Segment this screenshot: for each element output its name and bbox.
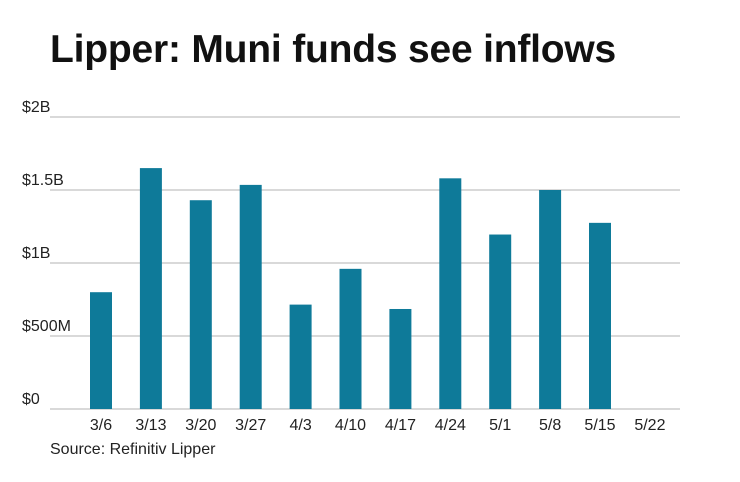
bar [389, 308, 412, 409]
bar [339, 268, 362, 409]
x-tick-label: 5/22 [634, 417, 665, 434]
y-tick-label: $1.5B [22, 172, 64, 189]
bar [489, 234, 512, 409]
y-tick-label: $0 [22, 391, 40, 408]
x-tick-label: 5/1 [489, 417, 511, 434]
bar [239, 184, 262, 409]
x-tick-label: 3/6 [90, 417, 112, 434]
x-axis-tick-labels: 3/6 3/13 3/20 3/27 4/3 4/10 4/17 4/24 5/1 5/8 5/15… [90, 417, 666, 434]
bar [589, 222, 611, 409]
x-tick-label: 4/3 [289, 417, 311, 434]
x-tick-label: 4/10 [335, 417, 366, 434]
bar [139, 168, 162, 409]
source-note: Source: Refinitiv Lipper [50, 441, 216, 458]
y-tick-label: $2B [22, 99, 50, 116]
bar [90, 292, 112, 409]
x-tick-label: 4/24 [435, 417, 466, 434]
chart-title: Lipper: Muni funds see inflows [50, 28, 617, 71]
x-tick-label: 4/17 [385, 417, 416, 434]
x-tick-label: 5/15 [584, 417, 615, 434]
x-tick-label: 3/27 [235, 417, 266, 434]
bar [289, 304, 312, 409]
x-tick-label: 3/13 [135, 417, 166, 434]
x-tick-label: 5/8 [539, 417, 561, 434]
y-tick-label: $1B [22, 245, 50, 262]
bar [189, 200, 212, 409]
bar [439, 178, 462, 409]
bar [539, 190, 562, 409]
y-tick-label: $500M [22, 318, 71, 335]
y-axis-tick-labels: $0 $500M $1B $1.5B $2B [22, 99, 71, 408]
x-tick-label: 3/20 [185, 417, 216, 434]
bars [90, 168, 611, 409]
